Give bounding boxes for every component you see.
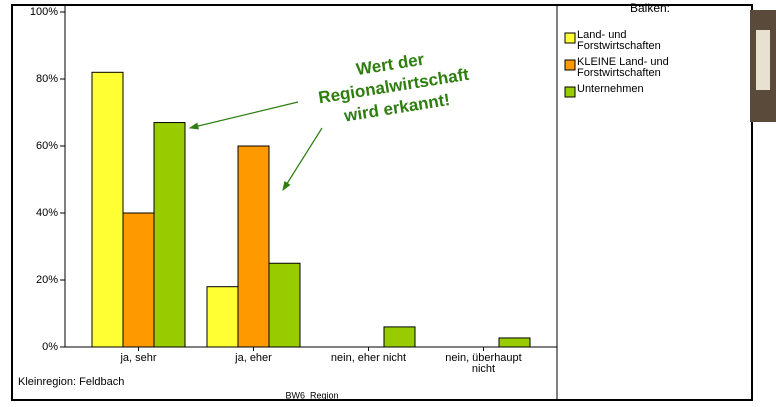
y-tick-label: 40% <box>36 207 58 219</box>
x-tick-label: nein, überhaupt nicht <box>445 352 522 375</box>
y-tick-label: 60% <box>36 140 58 152</box>
x-tick-label: ja, eher <box>235 352 272 364</box>
bar <box>206 286 239 348</box>
legend-title: Balken: <box>630 1 670 15</box>
bar <box>268 262 301 348</box>
footnote: Kleinregion: Feldbach <box>18 376 124 388</box>
legend-swatch <box>564 32 576 44</box>
frame <box>11 4 753 401</box>
x-tick-label: ja, sehr <box>120 352 157 364</box>
legend-swatch <box>564 86 576 98</box>
y-tick-label: 100% <box>30 6 58 18</box>
legend-label: Unternehmen <box>577 83 644 95</box>
y-tick-label: 80% <box>36 73 58 85</box>
annotation: Wert der Regionalwirtschaft wird erkannt… <box>317 50 471 126</box>
x-axis-label: BW6_Region <box>285 390 338 400</box>
bar <box>91 71 124 348</box>
legend-label: KLEINE Land- und Forstwirtschaften <box>577 56 669 79</box>
y-tick-label: 0% <box>42 341 58 353</box>
legend-swatch <box>564 59 576 71</box>
bar <box>383 326 416 348</box>
y-tick-label: 20% <box>36 274 58 286</box>
bar <box>122 212 155 348</box>
x-tick-label: nein, eher nicht <box>330 352 407 364</box>
bar <box>153 122 186 348</box>
arrow <box>188 101 299 130</box>
bar <box>237 145 270 348</box>
photo-detail <box>756 30 770 90</box>
bar <box>498 337 531 348</box>
arrow <box>282 127 323 192</box>
legend-label: Land- und Forstwirtschaften <box>577 29 661 52</box>
